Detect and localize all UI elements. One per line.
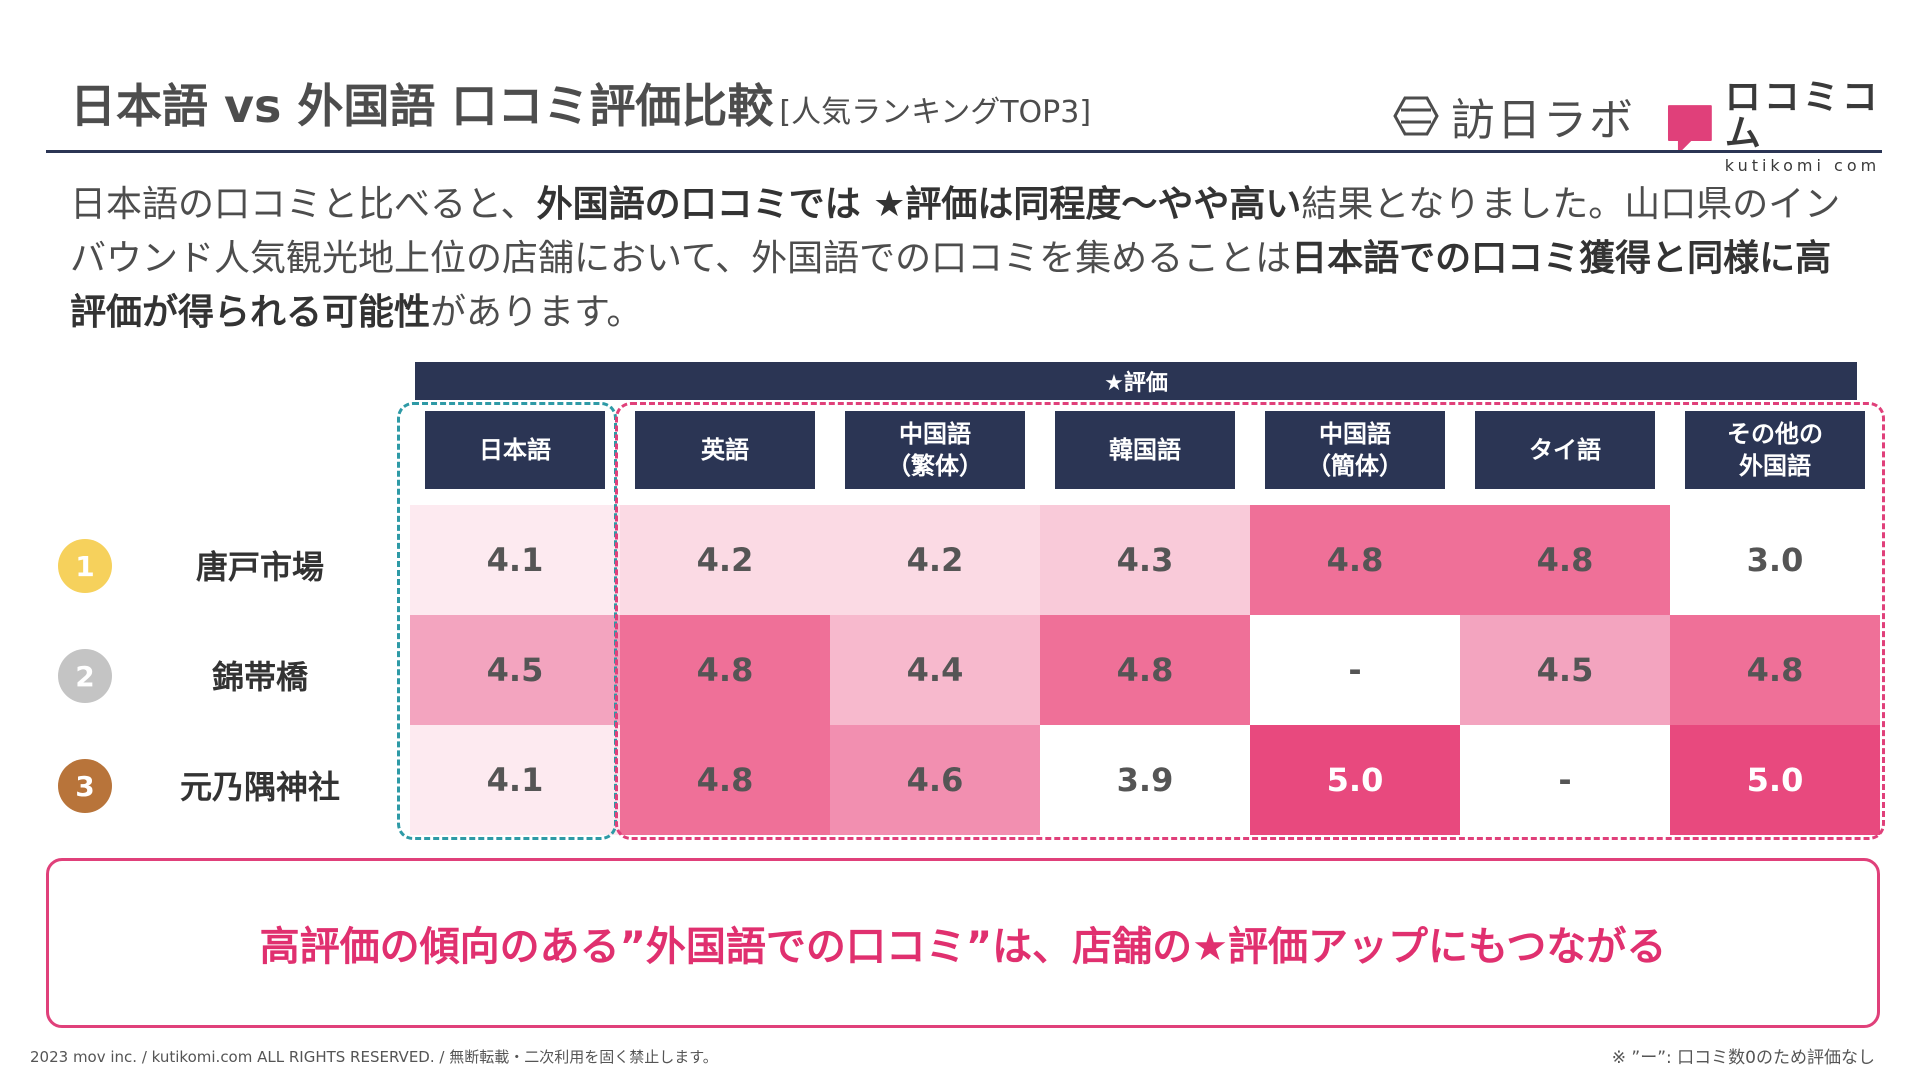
copyright-footer: 2023 mov inc. / kutikomi.com ALL RIGHTS … xyxy=(30,1048,718,1066)
lead-text-1: 日本語の口コミと比べると、 xyxy=(70,184,537,225)
rating-cell: 4.2 xyxy=(620,505,830,615)
rating-cell: 4.2 xyxy=(830,505,1040,615)
page-title: 日本語 vs 外国語 口コミ評価比較 [人気ランキングTOP3] xyxy=(70,70,1091,136)
foreign-columns-outline xyxy=(615,402,1885,840)
column-header: 中国語 （簡体） xyxy=(1265,411,1445,489)
rating-cell: 3.9 xyxy=(1040,725,1250,835)
title-subtitle: [人気ランキングTOP3] xyxy=(779,95,1092,130)
rating-cell: 4.5 xyxy=(1460,615,1670,725)
column-header: 英語 xyxy=(635,411,815,489)
rating-cell: 4.8 xyxy=(620,615,830,725)
rank-badge: 2 xyxy=(58,649,112,703)
conclusion-callout: 高評価の傾向のある”外国語での口コミ”は、店舗の★評価アップにもつながる xyxy=(46,858,1880,1028)
lead-paragraph: 日本語の口コミと比べると、外国語の口コミでは ★評価は同程度〜やや高い結果となり… xyxy=(70,178,1850,340)
title-main: 日本語 vs 外国語 口コミ評価比較 xyxy=(70,79,774,133)
houjin-lab-logo-text: 訪日ラボ xyxy=(1451,95,1635,146)
rating-cell: 4.8 xyxy=(1670,615,1880,725)
lead-text-3: があります。 xyxy=(430,292,643,333)
rating-cell: - xyxy=(1460,725,1670,835)
rating-cell: - xyxy=(1250,615,1460,725)
rating-cell: 3.0 xyxy=(1670,505,1880,615)
rating-cell: 5.0 xyxy=(1670,725,1880,835)
rating-cell: 5.0 xyxy=(1250,725,1460,835)
lead-bold-1: 外国語の口コミでは ★評価は同程度〜やや高い xyxy=(536,184,1302,225)
lead-text-2: 結果となりました。山口県のインバウンド人気観光地上位の店舗において、外国語での口… xyxy=(70,184,1841,279)
rating-cell: 4.8 xyxy=(1460,505,1670,615)
rating-cell: 4.8 xyxy=(620,725,830,835)
lead-bold-2: 日本語での口コミ獲得と同様に高評価が得られる可能性 xyxy=(70,238,1832,333)
shop-name: 唐戸市場 xyxy=(195,548,324,586)
kutikomi-logo-domain: kutikomi com xyxy=(1724,156,1881,175)
rank-badge: 1 xyxy=(58,539,112,593)
column-header: 日本語 xyxy=(425,411,605,489)
rating-cell: 4.4 xyxy=(830,615,1040,725)
hexagon-logo-icon xyxy=(1393,96,1439,136)
shop-name: 元乃隅神社 xyxy=(179,768,340,806)
column-header: 中国語 （繁体） xyxy=(845,411,1025,489)
houjin-lab-logo: 訪日ラボ xyxy=(1393,84,1635,148)
rating-cell: 4.1 xyxy=(410,505,620,615)
kutikomi-logo: ロコミコム kutikomi com xyxy=(1665,80,1919,175)
rating-cell: 4.8 xyxy=(1250,505,1460,615)
rating-cell: 4.5 xyxy=(410,615,620,725)
footnote: ※ ”ー”: 口コミ数0のため評価なし xyxy=(1611,1048,1875,1068)
column-header: タイ語 xyxy=(1475,411,1655,489)
rating-cell: 4.6 xyxy=(830,725,1040,835)
column-header: 韓国語 xyxy=(1055,411,1235,489)
rank-badge: 3 xyxy=(58,759,112,813)
japanese-column-outline xyxy=(397,402,617,840)
rating-cell: 4.1 xyxy=(410,725,620,835)
shop-name: 錦帯橋 xyxy=(211,658,308,696)
rating-cell: 4.3 xyxy=(1040,505,1250,615)
rating-cell: 4.8 xyxy=(1040,615,1250,725)
column-header: その他の 外国語 xyxy=(1685,411,1865,489)
star-rating-header: ★評価 xyxy=(415,362,1857,400)
kutikomi-logo-text: ロコミコム xyxy=(1724,77,1881,154)
speech-bubble-icon xyxy=(1667,104,1712,153)
header-divider xyxy=(46,150,1882,153)
